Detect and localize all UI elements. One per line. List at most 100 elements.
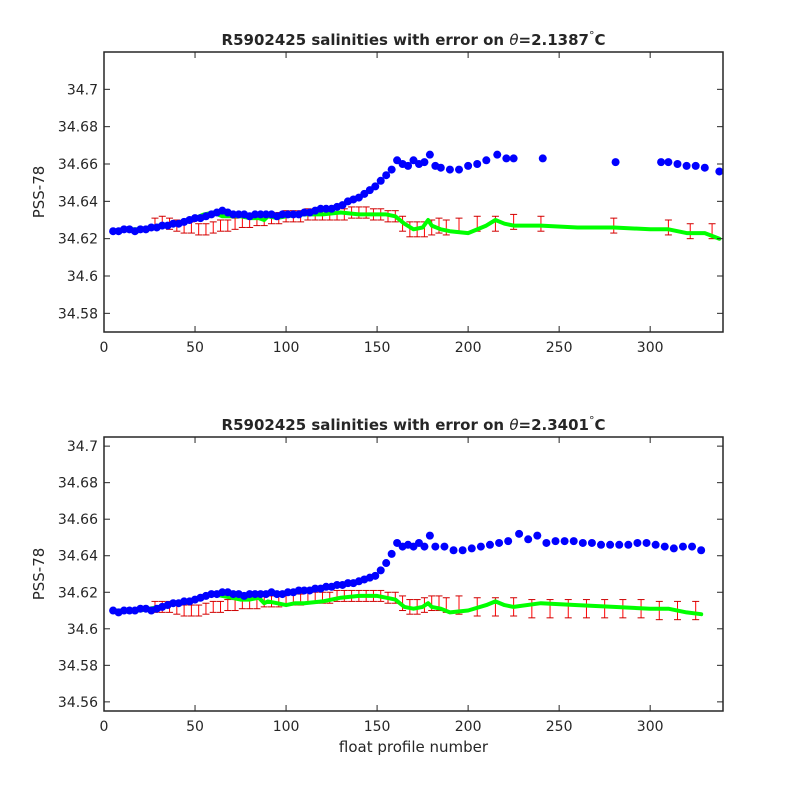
data-point <box>682 161 691 170</box>
data-point <box>404 161 413 170</box>
y-tick-label: 34.66 <box>58 512 98 528</box>
data-point <box>436 163 445 172</box>
data-point <box>420 542 429 551</box>
data-point <box>533 531 542 540</box>
data-point <box>458 546 467 555</box>
x-tick-label: 150 <box>364 340 391 356</box>
data-point <box>431 542 440 551</box>
data-point <box>691 161 700 170</box>
y-tick-label: 34.68 <box>58 476 98 492</box>
data-point <box>597 540 606 549</box>
x-tick-label: 0 <box>100 340 109 356</box>
data-point <box>382 559 391 568</box>
x-tick-label: 50 <box>186 340 204 356</box>
data-point <box>624 540 633 549</box>
data-point <box>425 150 434 159</box>
data-point <box>467 544 476 553</box>
y-tick-label: 34.56 <box>58 695 98 711</box>
x-tick-label: 200 <box>455 340 482 356</box>
data-point <box>700 163 709 172</box>
data-point <box>455 165 464 174</box>
data-point <box>587 538 596 547</box>
data-point <box>642 538 651 547</box>
y-tick-label: 34.64 <box>58 194 98 210</box>
data-point <box>673 160 682 168</box>
axes-frame <box>103 436 724 712</box>
data-point <box>660 542 669 551</box>
data-layer <box>109 150 723 241</box>
data-point <box>560 537 569 546</box>
data-point <box>382 171 391 180</box>
chart-title: R5902425 salinities with error on θ=2.13… <box>222 29 606 49</box>
x-tick-label: 300 <box>637 719 664 735</box>
data-point <box>664 158 673 167</box>
data-point <box>715 167 723 176</box>
x-tick-label: 100 <box>273 719 300 735</box>
plot-area <box>104 52 723 332</box>
data-point <box>569 537 578 546</box>
data-point <box>425 531 434 540</box>
data-point <box>538 154 547 163</box>
x-tick-label: 150 <box>364 719 391 735</box>
data-point <box>420 158 429 167</box>
y-axis-label: PSS-78 <box>30 548 48 601</box>
data-point <box>678 542 687 551</box>
y-tick-label: 34.62 <box>58 232 98 248</box>
x-tick-label: 50 <box>186 719 204 735</box>
data-point <box>615 540 624 549</box>
chart-top: 0 50 100 150 200 250 300 34.58 34.6 34.62 34.64 34.… <box>30 29 724 356</box>
x-tick-label: 250 <box>546 340 573 356</box>
data-point <box>509 154 518 163</box>
data-point <box>542 538 551 547</box>
data-point <box>482 156 491 165</box>
axes-frame <box>103 51 724 333</box>
chart-bottom: 0 50 100 150 200 250 300 34.56 34.58 34.6 34.62 34.… <box>30 414 724 756</box>
x-axis-label: float profile number <box>339 738 489 756</box>
data-point <box>493 150 502 159</box>
data-point <box>445 165 454 174</box>
y-tick-label: 34.6 <box>67 269 98 285</box>
data-point <box>485 540 494 549</box>
data-point <box>657 158 666 167</box>
data-point <box>440 542 449 551</box>
data-point <box>688 542 697 551</box>
x-tick-label: 200 <box>455 719 482 735</box>
data-point <box>697 546 706 555</box>
chart-title: R5902425 salinities with error on θ=2.34… <box>222 414 606 434</box>
y-tick-label: 34.58 <box>58 306 98 322</box>
y-tick-label: 34.7 <box>67 439 98 455</box>
data-point <box>449 546 458 555</box>
data-point <box>464 161 473 170</box>
data-point <box>611 158 620 167</box>
data-point <box>578 538 587 547</box>
data-point <box>502 154 511 163</box>
data-point <box>476 542 485 551</box>
data-layer <box>109 529 706 621</box>
data-point <box>387 165 396 174</box>
data-point <box>669 544 678 553</box>
data-point <box>495 538 504 547</box>
data-point <box>473 160 482 168</box>
data-point <box>633 538 642 547</box>
data-point <box>376 176 385 185</box>
data-point <box>387 549 396 558</box>
y-tick-label: 34.68 <box>58 120 98 136</box>
data-point <box>515 529 524 538</box>
data-point <box>606 540 615 549</box>
float-salinity-points <box>109 150 723 236</box>
y-tick-label: 34.64 <box>58 549 98 565</box>
y-tick-label: 34.7 <box>67 82 98 98</box>
data-point <box>524 535 533 544</box>
y-tick-label: 34.6 <box>67 622 98 638</box>
data-point <box>371 571 380 580</box>
plot-area <box>104 437 723 711</box>
x-tick-label: 0 <box>100 719 109 735</box>
y-tick-label: 34.66 <box>58 157 98 173</box>
y-tick-label: 34.58 <box>58 658 98 674</box>
x-tick-label: 300 <box>637 340 664 356</box>
x-tick-label: 100 <box>273 340 300 356</box>
data-point <box>371 182 380 191</box>
data-point <box>504 537 513 546</box>
x-tick-label: 250 <box>546 719 573 735</box>
